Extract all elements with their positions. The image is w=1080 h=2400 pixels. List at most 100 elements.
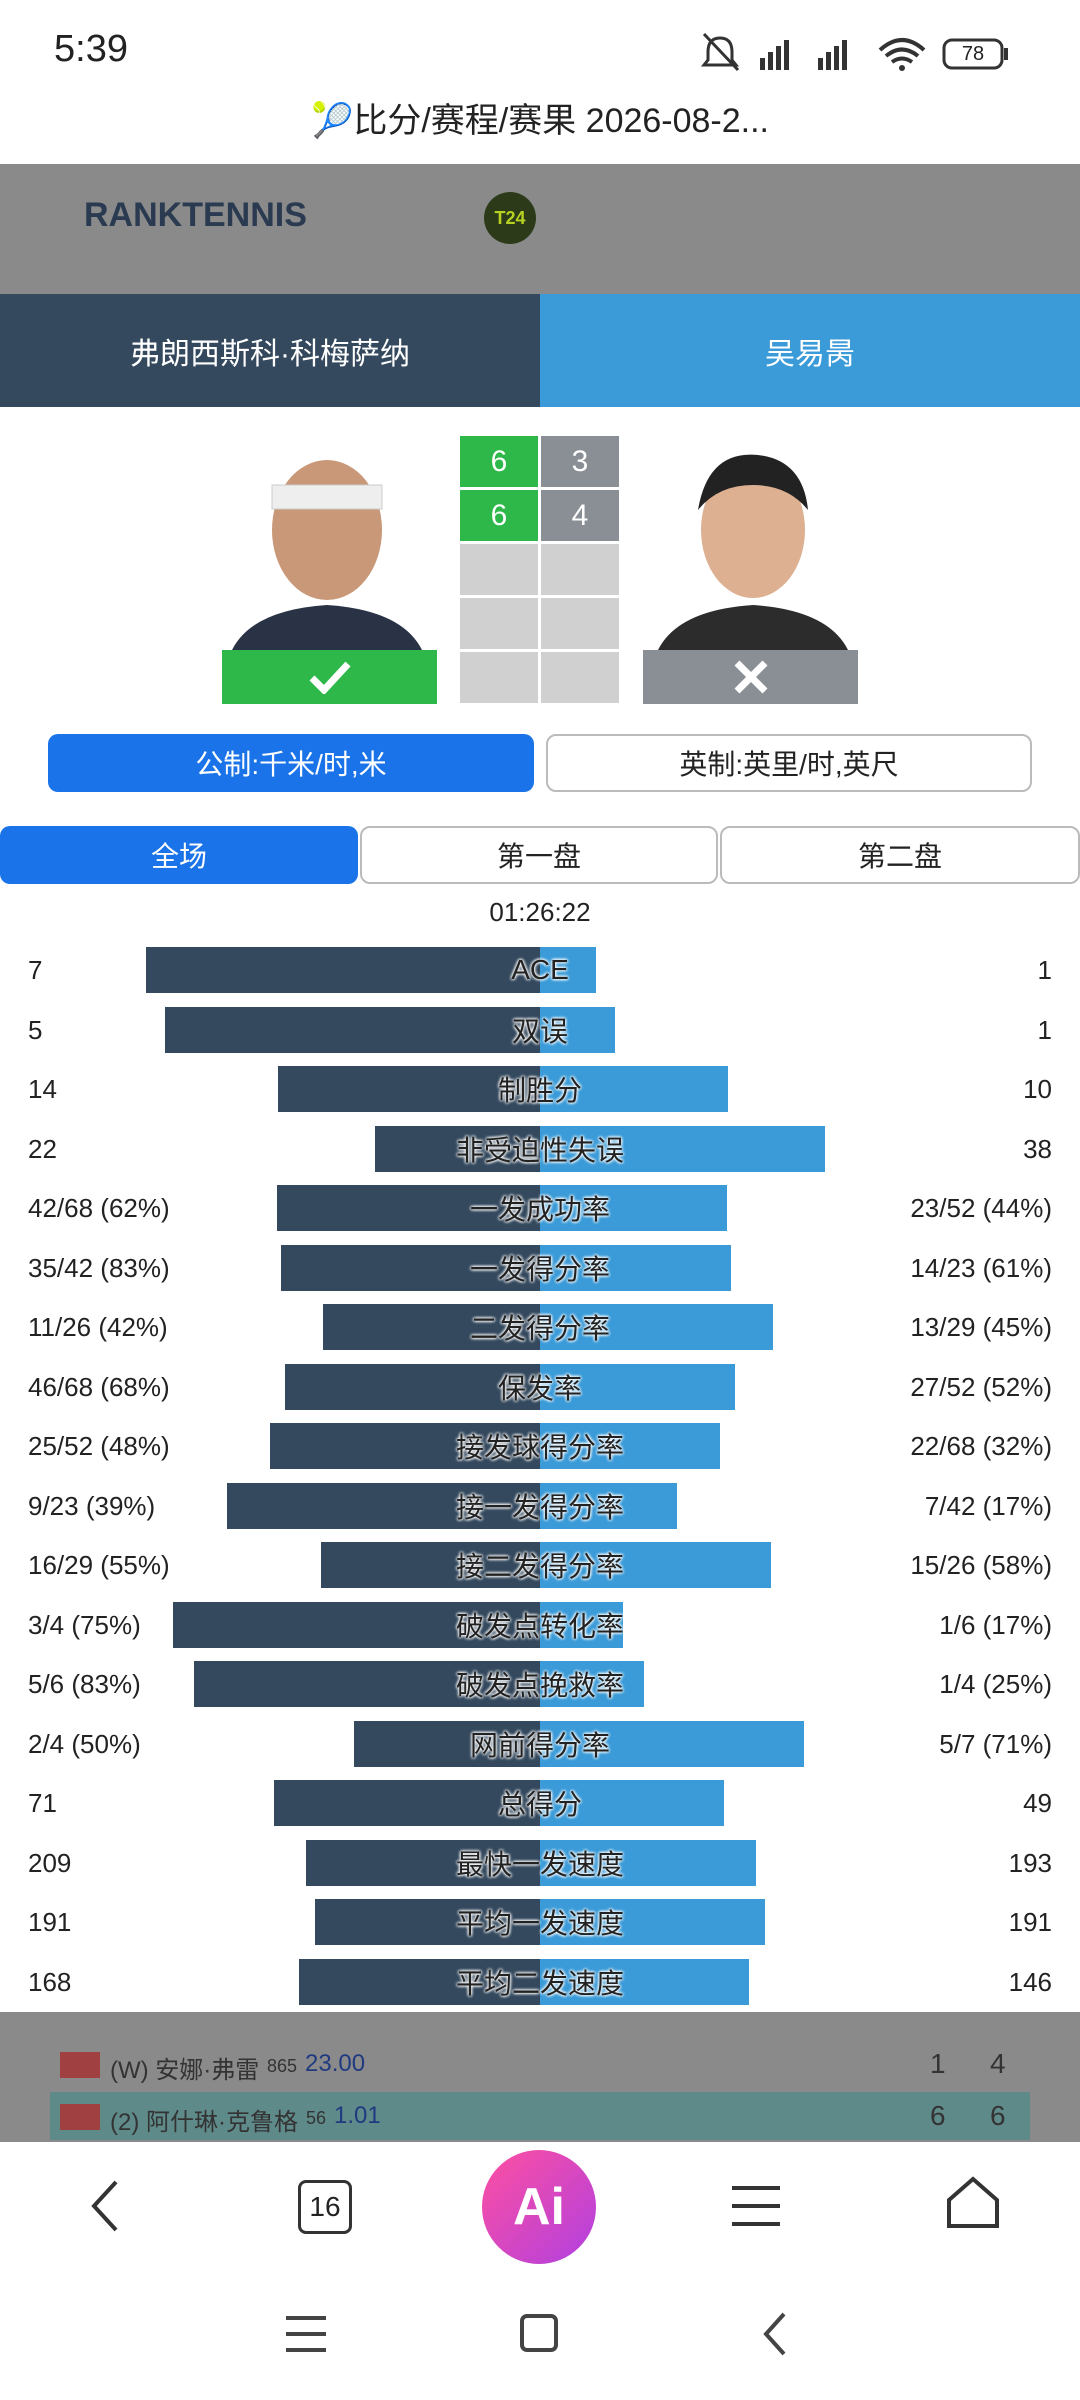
- stat-label: 一发成功率: [469, 1194, 610, 1225]
- stat-bar-right: [540, 1244, 731, 1291]
- t24-badge[interactable]: T24: [484, 192, 536, 244]
- stat-bar-right: [540, 1958, 750, 2005]
- stat-right-value: 38: [1023, 1133, 1052, 1164]
- ai-button[interactable]: Ai: [482, 2150, 596, 2264]
- stat-label: 制胜分: [497, 1075, 582, 1106]
- stat-bar-right: [540, 1720, 805, 1767]
- set-tab[interactable]: 全场: [0, 826, 358, 884]
- stat-label: 一发得分率: [469, 1253, 610, 1285]
- score-cell: 3: [541, 436, 619, 487]
- tab-count[interactable]: 16: [298, 2180, 352, 2234]
- stat-left-value: 22: [28, 1133, 57, 1164]
- stat-bar-right: [540, 1839, 757, 1886]
- stat-bar-right: [540, 1304, 773, 1350]
- stat-bar-left: [276, 1185, 540, 1231]
- stat-left-value: 42/68 (62%): [28, 1193, 170, 1223]
- score-cell: [460, 544, 538, 595]
- home-button[interactable]: [944, 2174, 1002, 2232]
- stat-bar-left: [146, 947, 540, 993]
- player-rank: 56: [306, 2108, 327, 2128]
- player-left-photo: [222, 440, 437, 650]
- loser-cross: [643, 650, 858, 704]
- stat-left-value: 209: [28, 1847, 72, 1878]
- stat-left-value: 46/68 (68%): [28, 1371, 170, 1402]
- stat-bar-right: [540, 947, 597, 993]
- stat-left-value: 7: [28, 955, 43, 985]
- player-odds: 23.00: [305, 2050, 366, 2077]
- stat-left-value: 191: [28, 1907, 72, 1937]
- stat-right-value: 10: [1023, 1074, 1052, 1104]
- stat-bar-right: [540, 1363, 735, 1410]
- stat-bar-left: [277, 1066, 540, 1112]
- stat-label: 保发率: [497, 1372, 582, 1404]
- system-home[interactable]: [520, 2314, 558, 2352]
- winner-check: [222, 650, 437, 704]
- stat-right-value: 193: [1008, 1847, 1052, 1878]
- player-odds: 1.01: [334, 2102, 381, 2129]
- stat-bar-left: [299, 1958, 540, 2005]
- stat-bar-left: [320, 1542, 540, 1588]
- stat-bar-left: [165, 1006, 540, 1053]
- stat-right-value: 15/26 (58%): [910, 1550, 1052, 1580]
- stat-right-value: 13/29 (45%): [910, 1312, 1052, 1342]
- match-row: (2) 阿什琳·克鲁格 56 1.01 6 6: [50, 2092, 1030, 2140]
- system-back[interactable]: [763, 2312, 786, 2356]
- stat-left-value: 35/42 (83%): [28, 1252, 170, 1283]
- stat-bar-right: [540, 1482, 677, 1529]
- stat-label: ACE: [511, 954, 569, 985]
- stat-bar-left: [285, 1363, 540, 1410]
- stat-bar-left: [173, 1601, 540, 1648]
- stat-right-value: 1/4 (25%): [939, 1669, 1052, 1699]
- battery-level: 78: [961, 42, 985, 65]
- stat-left-value: 2/4 (50%): [28, 1728, 141, 1759]
- metric-button[interactable]: 公制:千米/时,米: [48, 734, 534, 792]
- stat-right-value: 14/23 (61%): [910, 1252, 1052, 1283]
- stat-label: 接一发得分率: [455, 1491, 624, 1523]
- system-nav: [286, 2312, 786, 2356]
- background-rows: (W) 安娜·弗雷 865 23.00 1 4 (2) 阿什琳·克鲁格 56 1.01 6 6: [50, 2040, 1030, 2142]
- set-tab[interactable]: 第一盘: [360, 826, 718, 884]
- score-cell: [541, 652, 619, 703]
- stat-bar-left: [354, 1720, 540, 1767]
- stat-right-value: 27/52 (52%): [910, 1371, 1052, 1402]
- stat-left-value: 9/23 (39%): [28, 1490, 156, 1521]
- set-tab[interactable]: 第二盘: [720, 826, 1080, 884]
- stat-label: 二发得分率: [469, 1313, 610, 1344]
- stat-bar-left: [273, 1780, 540, 1826]
- match-duration: 01:26:22: [489, 896, 591, 927]
- stat-bar-right: [540, 1542, 771, 1588]
- stat-left-value: 3/4 (75%): [28, 1609, 141, 1640]
- score-cell: 6: [460, 436, 538, 487]
- set-tabs: 全场 第一盘 第二盘: [0, 826, 1080, 884]
- menu-button[interactable]: [730, 2184, 782, 2228]
- score-cell: 4: [541, 490, 619, 541]
- stat-left-value: 11/26 (42%): [28, 1312, 168, 1342]
- imperial-button[interactable]: 英制:英里/时,英尺: [546, 734, 1032, 792]
- stat-label: 双误: [511, 1015, 568, 1047]
- player-name: (W) 安娜·弗雷: [110, 2057, 260, 2084]
- stat-right-value: 1: [1037, 1014, 1052, 1045]
- flag: [60, 2104, 100, 2130]
- set1-score: 6: [930, 2100, 946, 2131]
- stat-bar-right: [540, 1661, 645, 1707]
- stat-bar-left: [194, 1661, 540, 1707]
- browser-title: 🎾比分/赛程/赛果 2026-08-2...: [310, 101, 770, 140]
- system-menu[interactable]: [286, 2316, 326, 2352]
- score-cell: [460, 598, 538, 649]
- stat-bar-right: [540, 1185, 727, 1231]
- stat-right-value: 5/7 (71%): [939, 1728, 1052, 1759]
- stat-bar-left: [306, 1839, 540, 1886]
- stat-label: 接发球得分率: [455, 1432, 624, 1463]
- stat-bar-left: [315, 1899, 540, 1945]
- stat-label: 最快一发速度: [455, 1848, 624, 1880]
- status-icons: [700, 32, 1008, 72]
- player-left-tab[interactable]: 弗朗西斯科·科梅萨纳: [0, 294, 540, 407]
- stat-left-value: 5/6 (83%): [28, 1669, 141, 1699]
- player-right-tab[interactable]: 吴易昺: [540, 294, 1080, 407]
- site-logo[interactable]: RANKTENNIS: [84, 196, 307, 234]
- back-button[interactable]: [86, 2176, 126, 2236]
- stat-bar-left: [322, 1304, 540, 1350]
- stat-right-value: 23/52 (44%): [910, 1193, 1052, 1223]
- stat-bar-right: [540, 1780, 724, 1826]
